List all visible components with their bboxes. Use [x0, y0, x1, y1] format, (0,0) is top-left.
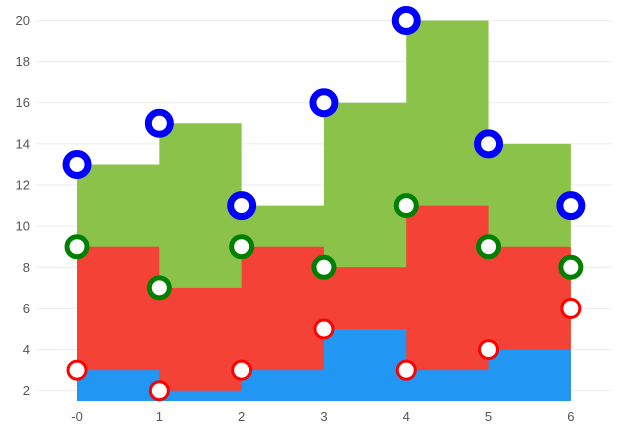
series-2-point: [309, 88, 339, 118]
x-tick-label: 2: [238, 409, 245, 424]
series-area-0: [77, 308, 571, 401]
series-2-point: [144, 108, 174, 138]
y-tick-label: 16: [16, 95, 30, 110]
series-2-point: [62, 149, 92, 179]
series-2-point: [227, 191, 257, 221]
y-tick-label: 20: [16, 13, 30, 28]
series-0-point: [478, 339, 500, 361]
x-axis-tick-labels: -0 1 2 3 4 5 6: [71, 409, 574, 424]
series-1-point: [229, 234, 255, 260]
y-axis-tick-labels: 2 4 6 8 10 12 14 16 18 20: [16, 13, 30, 398]
y-tick-label: 18: [16, 54, 30, 69]
y-tick-label: 8: [23, 260, 30, 275]
series-areas: [77, 20, 571, 401]
series-0-point: [231, 359, 253, 381]
series-1-point: [311, 254, 337, 280]
y-tick-label: 6: [23, 301, 30, 316]
series-area-1: [77, 205, 571, 401]
y-tick-label: 14: [16, 136, 30, 151]
series-0-point: [395, 359, 417, 381]
series-1-point: [476, 234, 502, 260]
x-tick-label: -0: [71, 409, 83, 424]
series-1-point: [146, 275, 172, 301]
x-tick-label: 4: [403, 409, 410, 424]
x-tick-label: 1: [156, 409, 163, 424]
series-1-point: [64, 234, 90, 260]
series-1-point: [558, 254, 584, 280]
series-0-point: [66, 359, 88, 381]
series-2-point: [556, 191, 586, 221]
x-tick-label: 3: [320, 409, 327, 424]
y-tick-label: 10: [16, 219, 30, 234]
series-markers: [62, 5, 586, 402]
series-0-point: [560, 297, 582, 319]
x-tick-label: 6: [567, 409, 574, 424]
y-tick-label: 2: [23, 383, 30, 398]
series-2-point: [474, 129, 504, 159]
series-0-point: [313, 318, 335, 340]
series-1-point: [393, 193, 419, 219]
y-tick-label: 12: [16, 178, 30, 193]
x-tick-label: 5: [485, 409, 492, 424]
series-0-point: [148, 380, 170, 402]
y-tick-label: 4: [23, 342, 30, 357]
series-2-point: [391, 5, 421, 35]
